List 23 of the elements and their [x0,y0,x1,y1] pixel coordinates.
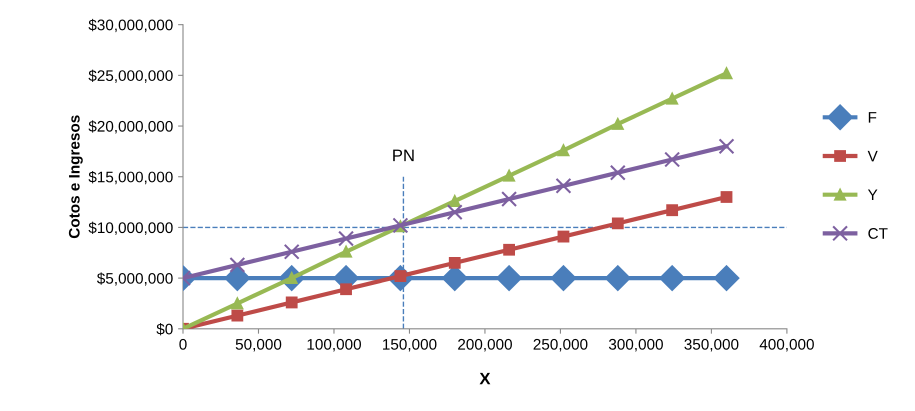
x-tick-label: 150,000 [383,338,436,352]
y-tick-label: $15,000,000 [88,170,173,184]
x-tick-label: 250,000 [534,338,588,352]
legend-label: CT [868,228,888,239]
x-tick-label: 200,000 [458,338,512,352]
x-tick-label: 50,000 [236,338,282,352]
y-axis-title: Cotos e Ingresos [68,115,83,238]
x-tick-label: 100,000 [308,338,361,352]
y-tick-label: $30,000,000 [88,18,173,32]
x-axis-title: X [480,372,490,384]
legend-label: V [868,150,878,162]
y-tick-label: $10,000,000 [88,222,173,235]
x-tick-label: 400,000 [760,338,814,352]
legend-label: Y [868,190,878,200]
x-tick-label: 350,000 [684,338,738,352]
y-tick-label: $0 [156,323,173,336]
ref-line-label: PN [393,150,414,162]
legend-label: F [868,112,876,123]
y-tick-label: $25,000,000 [88,70,173,83]
x-tick-label: 300,000 [608,338,663,352]
y-tick-label: $5,000,000 [96,272,173,286]
y-tick-label: $20,000,000 [88,120,173,134]
x-tick-label: 0 [179,338,187,350]
